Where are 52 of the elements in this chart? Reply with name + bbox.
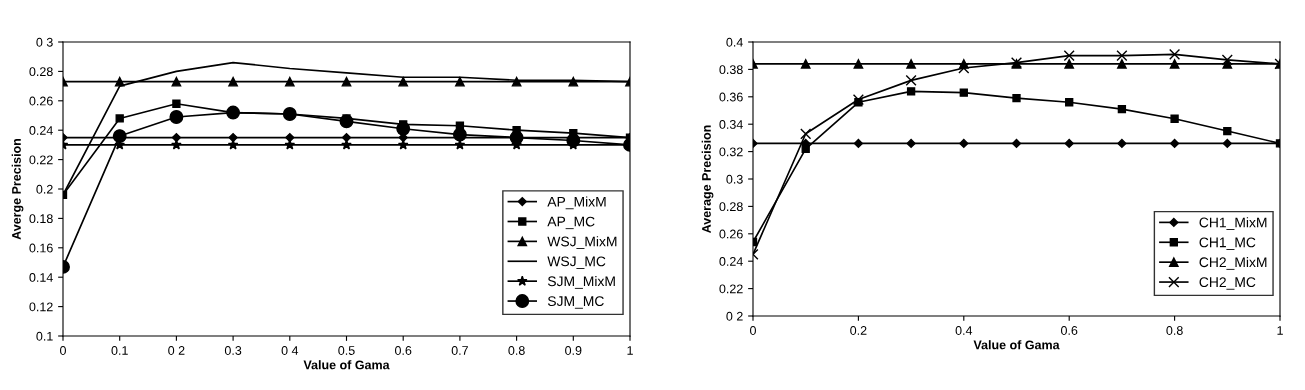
x-tick-label: 0 2 [168, 346, 185, 355]
y-axis-title: Average Precision [701, 125, 714, 233]
y-axis-title: Averge Precision [11, 138, 24, 240]
y-tick-label: 0.26 [29, 96, 53, 106]
legend-label: CH2_MC [1199, 277, 1256, 290]
y-tick-label: 0.3 [726, 174, 743, 184]
x-tick-label: 0.8 [1166, 326, 1183, 335]
y-tick-label: 0.22 [719, 284, 743, 294]
y-tick-label: 0.22 [29, 155, 53, 165]
y-tick-label: 0.2 [36, 184, 53, 194]
x-tick-label: 0.6 [1061, 326, 1078, 335]
legend-label: AP_MC [547, 216, 595, 230]
x-tick-label: 0.9 [565, 346, 582, 355]
x-tick-label: 0.6 [395, 346, 412, 355]
y-tick-label: 0.34 [719, 120, 743, 129]
x-tick-label: 0.5 [338, 346, 355, 355]
y-tick-label: 0.24 [29, 126, 53, 135]
x-tick-label: 0.4 [955, 326, 973, 335]
y-tick-label: 0.36 [719, 92, 743, 102]
legend-label: CH2_MixM [1199, 256, 1267, 270]
legend-label: CH1_MC [1199, 237, 1256, 250]
x-tick-label: 0.1 [111, 346, 128, 355]
legend-label: WSJ_MC [547, 256, 606, 269]
legend-label: CH1_MixM [1199, 217, 1267, 230]
y-tick-label: 0 2 [726, 311, 743, 321]
y-tick-label: 0.24 [719, 257, 743, 266]
x-tick-label: 0 4 [281, 346, 299, 355]
y-tick-label: 0.28 [29, 67, 53, 77]
x-axis-title: Value of Gama [303, 360, 390, 370]
y-tick-label: 0.4 [726, 37, 743, 47]
x-tick-label: 1 [1277, 326, 1283, 335]
legend-label: AP_MixM [547, 196, 606, 210]
x-tick-label: 0.2 [850, 326, 867, 335]
y-tick-label: 0.28 [719, 202, 743, 212]
y-tick-label: 0.38 [719, 65, 743, 75]
y-tick-label: 0.16 [29, 243, 53, 253]
y-tick-label: 0 3 [36, 37, 53, 47]
legend-label: WSJ_MixM [547, 236, 617, 249]
y-tick-label: 0.12 [29, 302, 53, 312]
legend-label: SJM_MixM [547, 275, 615, 289]
y-tick-label: 0.26 [719, 229, 743, 239]
x-tick-label: 0.8 [508, 346, 525, 355]
y-tick-label: 0.18 [29, 214, 53, 224]
x-tick-label: 0 [60, 346, 66, 355]
x-tick-label: 0.7 [451, 346, 468, 355]
x-tick-label: 0 [750, 326, 756, 335]
x-tick-label: 0.3 [224, 346, 242, 355]
y-tick-label: 0.32 [719, 147, 743, 157]
y-tick-label: 0.14 [29, 273, 53, 282]
x-axis-title: Value of Gama [973, 340, 1060, 350]
x-tick-label: 1 [627, 346, 633, 355]
legend-label: SJM_MC [547, 296, 604, 309]
